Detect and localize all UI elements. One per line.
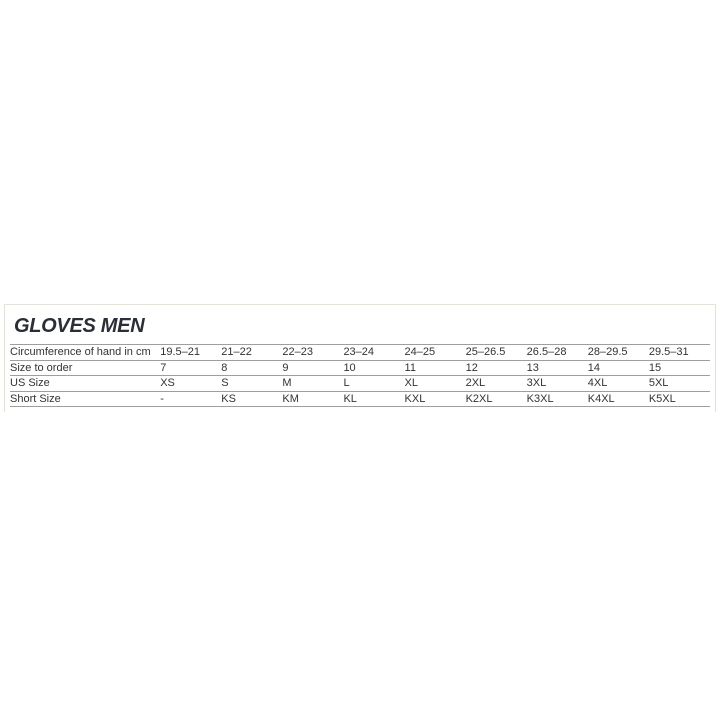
table-cell: XL	[404, 375, 466, 391]
size-chart-title: GLOVES MEN	[14, 315, 145, 337]
table-row-circumference: Circumference of hand in cm 19.5–21 21–2…	[10, 344, 710, 360]
table-cell: 14	[587, 359, 649, 376]
size-chart-table: Circumference of hand in cm 19.5–21 21–2…	[10, 344, 710, 407]
table-cell: KS	[221, 390, 283, 407]
table-cell: M	[282, 375, 344, 391]
table-cell: 13	[526, 359, 588, 376]
table-cell: KL	[343, 390, 405, 407]
row-label-size-to-order: Size to order	[10, 359, 161, 376]
table-cell: 22–23	[282, 344, 344, 360]
table-cell: 12	[465, 359, 527, 376]
size-chart-panel: GLOVES MEN Circumference of hand in cm 1…	[4, 304, 716, 412]
row-label-short-size: Short Size	[10, 390, 161, 407]
table-cell: 15	[648, 359, 710, 376]
table-cell: K4XL	[587, 390, 649, 407]
table-row-short-size: Short Size - KS KM KL KXL K2XL K3XL K4XL…	[10, 390, 710, 407]
table-cell: 19.5–21	[160, 344, 222, 360]
table-cell: K5XL	[648, 390, 710, 407]
table-cell: 25–26.5	[465, 344, 527, 360]
table-cell: K2XL	[465, 390, 527, 407]
table-row-us-size: US Size XS S M L XL 2XL 3XL 4XL 5XL	[10, 375, 710, 391]
table-cell: 8	[221, 359, 283, 376]
table-row-size-to-order: Size to order 7 8 9 10 11 12 13 14 15	[10, 359, 710, 376]
row-label-circumference: Circumference of hand in cm	[10, 344, 161, 360]
table-cell: -	[160, 390, 222, 407]
row-label-us-size: US Size	[10, 375, 161, 391]
table-cell: 9	[282, 359, 344, 376]
table-cell: L	[343, 375, 405, 391]
table-cell: XS	[160, 375, 222, 391]
table-cell: 23–24	[343, 344, 405, 360]
table-cell: 2XL	[465, 375, 527, 391]
table-cell: KM	[282, 390, 344, 407]
table-cell: 7	[160, 359, 222, 376]
table-cell: S	[221, 375, 283, 391]
table-cell: 26.5–28	[526, 344, 588, 360]
table-cell: 28–29.5	[587, 344, 649, 360]
table-cell: 3XL	[526, 375, 588, 391]
table-cell: 11	[404, 359, 466, 376]
table-cell: 5XL	[648, 375, 710, 391]
table-cell: 21–22	[221, 344, 283, 360]
table-cell: 24–25	[404, 344, 466, 360]
table-cell: K3XL	[526, 390, 588, 407]
table-cell: 29.5–31	[648, 344, 710, 360]
table-cell: 10	[343, 359, 405, 376]
table-cell: 4XL	[587, 375, 649, 391]
table-cell: KXL	[404, 390, 466, 407]
